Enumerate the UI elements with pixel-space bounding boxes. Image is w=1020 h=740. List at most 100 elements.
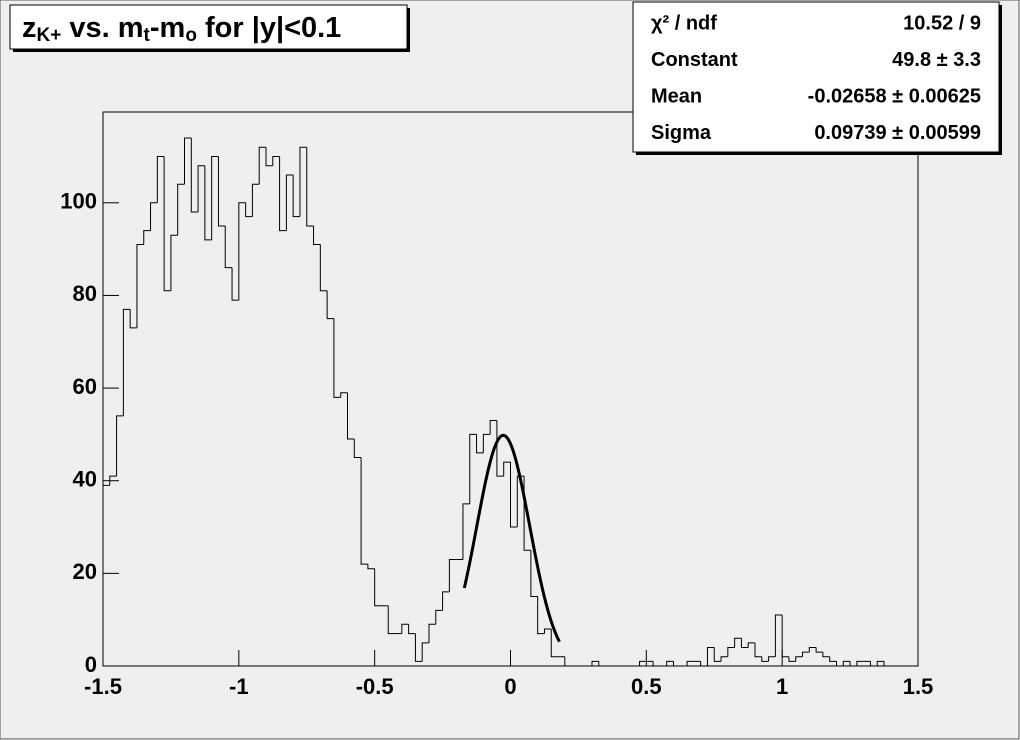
histogram-bin: [116, 415, 124, 477]
histogram-bin: [129, 309, 137, 329]
histogram-bin: [815, 647, 823, 653]
histogram-bin: [435, 609, 443, 625]
histogram-bin: [686, 660, 694, 666]
title-text: vs. m: [61, 12, 143, 44]
histogram-bin: [448, 558, 457, 592]
histogram-bin: [639, 660, 647, 666]
histogram-bin: [177, 183, 185, 236]
x-tick-label: 1.5: [903, 674, 934, 699]
histogram-bin: [319, 244, 328, 292]
histogram-bin: [279, 156, 287, 232]
histogram-bin: [591, 660, 599, 666]
histogram-bin: [265, 147, 273, 167]
stats-value: 0.09739 ± 0.00599: [814, 122, 981, 144]
histogram-bin: [272, 155, 280, 166]
frame: [102, 111, 919, 667]
histogram-bin: [747, 642, 755, 648]
histogram-bin: [102, 484, 110, 666]
histogram-bin: [163, 156, 171, 292]
histogram-bin: [543, 628, 552, 634]
histogram-bin: [768, 656, 776, 662]
histogram-bin: [734, 637, 742, 648]
histogram-bin: [516, 475, 525, 528]
histogram-bin: [836, 661, 844, 667]
histogram-bin: [333, 318, 341, 398]
histogram-bin: [387, 605, 396, 635]
histogram-bin: [469, 433, 477, 504]
y-tick-label: 60: [73, 374, 97, 399]
histogram-bin: [652, 661, 660, 667]
stats-name: Mean: [651, 85, 702, 107]
histogram-bin: [510, 462, 518, 528]
title-subscript: K+: [37, 25, 62, 46]
histogram-bin: [788, 656, 796, 662]
histogram-bin: [774, 614, 783, 657]
histogram-bin: [503, 461, 511, 477]
title-box: [9, 4, 408, 50]
y-tick-label: 100: [60, 189, 97, 214]
stats-value: -0.02658 ± 0.00625: [808, 85, 981, 107]
histogram-bin: [700, 661, 708, 667]
histogram-bin: [292, 174, 300, 218]
title-subscript: o: [185, 25, 197, 46]
y-tick-label: 40: [73, 467, 97, 492]
histogram-bin: [150, 202, 158, 231]
chart-title: zK+ vs. mt-mo for |y|<0.1: [22, 12, 341, 46]
x-tick-label: -1: [229, 674, 249, 699]
histogram-bin: [408, 624, 416, 635]
x-tick-label: -1.5: [84, 674, 122, 699]
title-text: for |y|<0.1: [197, 12, 341, 44]
histogram-bin: [109, 475, 117, 486]
x-tick-label: 1: [776, 674, 788, 699]
histogram-bin: [802, 651, 810, 657]
histogram-bin: [849, 661, 857, 667]
histogram-bin: [204, 165, 212, 241]
x-tick-label: -0.5: [356, 674, 394, 699]
histogram-bin: [781, 615, 789, 658]
histogram-bin: [482, 433, 491, 453]
histogram-bin: [489, 419, 497, 435]
y-tick-label: 0: [85, 652, 97, 677]
histogram-bin: [740, 638, 749, 648]
histogram-bin: [170, 234, 178, 291]
histogram-bin: [428, 623, 436, 643]
title-text: z: [22, 12, 37, 44]
histogram-bin: [340, 392, 348, 398]
histogram-bin: [564, 656, 572, 667]
histogram-bin: [598, 661, 606, 667]
histogram-bin: [829, 656, 837, 662]
histogram-bin: [856, 660, 864, 666]
histogram-bin: [143, 230, 151, 245]
histogram-bin: [761, 656, 769, 662]
title-text: -m: [150, 12, 185, 44]
title-subscript: t: [144, 25, 151, 46]
histogram-bin: [666, 660, 674, 666]
stats-name: Constant: [651, 49, 738, 71]
histogram-bin: [530, 550, 538, 598]
histogram-bin: [258, 146, 266, 185]
histogram-bin: [401, 623, 409, 634]
histogram-bin: [211, 155, 219, 240]
histogram-bin: [190, 137, 199, 213]
histogram-bin: [822, 652, 830, 658]
y-tick-label: 20: [73, 559, 97, 584]
histogram-bin: [550, 628, 559, 658]
histogram-bin: [754, 642, 762, 658]
histogram-bin: [414, 633, 423, 662]
x-tick-label: 0.5: [631, 674, 662, 699]
histogram-bin: [367, 564, 375, 570]
histogram-bin: [537, 596, 545, 635]
histogram-bin: [442, 591, 450, 611]
histogram-bin: [184, 137, 192, 185]
histogram-bin: [224, 225, 233, 269]
histogram-bin: [713, 647, 722, 662]
histogram-bin: [462, 503, 470, 560]
histogram-bin: [869, 661, 878, 667]
histogram-bin: [360, 457, 368, 565]
histogram-bin: [720, 656, 728, 662]
stats-name: Sigma: [651, 122, 712, 144]
histogram-bin: [727, 646, 735, 657]
fit-curve: [462, 433, 561, 643]
histogram-bin: [673, 661, 681, 667]
histogram-bin: [313, 225, 321, 245]
